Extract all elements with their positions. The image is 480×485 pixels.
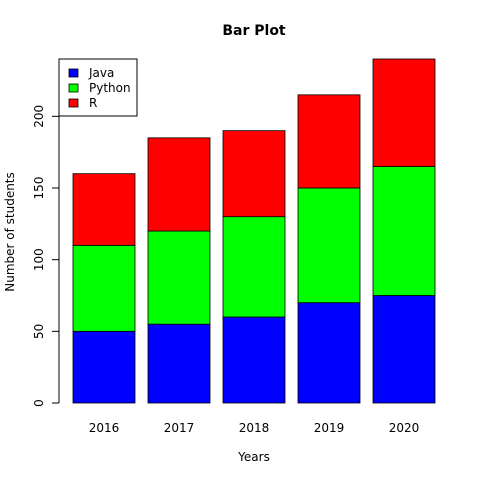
legend-label-java: Java (88, 66, 114, 80)
bar-segment-java-2020 (372, 295, 436, 404)
bar-segment-r-2016 (72, 173, 136, 246)
y-tick-label: 0 (32, 399, 46, 407)
bar-segment-python-2017 (147, 230, 211, 325)
x-tick-label: 2020 (389, 421, 420, 435)
legend-label-python: Python (89, 81, 131, 95)
bar-segment-python-2020 (372, 166, 436, 296)
bar-segment-java-2019 (297, 302, 361, 404)
y-axis: 0 50 100 150 200 (32, 105, 60, 407)
y-axis-label: Number of students (3, 172, 17, 292)
bar-segment-java-2018 (222, 316, 286, 404)
bars-group (72, 58, 436, 404)
y-tick-label: 200 (32, 105, 46, 128)
x-axis-label: Years (237, 450, 270, 464)
legend-swatch-r (68, 98, 79, 108)
x-tick-label: 2016 (89, 421, 120, 435)
bar-segment-python-2019 (297, 187, 361, 304)
x-tick-label: 2017 (164, 421, 195, 435)
legend-swatch-python (68, 83, 79, 93)
bar-segment-python-2016 (72, 244, 136, 332)
legend-swatch-java (68, 68, 79, 78)
bar-segment-r-2019 (297, 94, 361, 189)
bar-segment-python-2018 (222, 216, 286, 318)
bar-segment-java-2016 (72, 330, 136, 404)
x-tick-label: 2019 (314, 421, 345, 435)
chart-title: Bar Plot (222, 23, 286, 39)
x-tick-labels: 2016 2017 2018 2019 2020 (89, 421, 420, 435)
bar-segment-java-2017 (147, 323, 211, 404)
bar-segment-r-2020 (372, 58, 436, 167)
legend-label-r: R (89, 96, 97, 110)
y-tick-label: 150 (32, 177, 46, 200)
y-tick-label: 50 (32, 324, 46, 339)
bar-segment-r-2018 (222, 130, 286, 218)
bar-segment-r-2017 (147, 137, 211, 232)
x-tick-label: 2018 (239, 421, 270, 435)
y-tick-label: 100 (32, 248, 46, 271)
